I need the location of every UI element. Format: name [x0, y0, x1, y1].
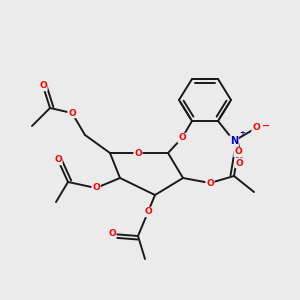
Text: O: O: [92, 184, 100, 193]
Text: O: O: [178, 134, 186, 142]
Text: O: O: [68, 109, 76, 118]
Text: O: O: [206, 178, 214, 188]
Text: O: O: [252, 124, 260, 133]
Text: O: O: [234, 148, 242, 157]
Text: −: −: [262, 121, 270, 131]
Text: O: O: [235, 158, 243, 167]
Text: O: O: [144, 208, 152, 217]
Text: N: N: [230, 136, 238, 146]
Text: +: +: [239, 130, 245, 136]
Text: O: O: [108, 230, 116, 238]
Text: O: O: [39, 82, 47, 91]
Text: O: O: [54, 155, 62, 164]
Text: O: O: [134, 148, 142, 158]
